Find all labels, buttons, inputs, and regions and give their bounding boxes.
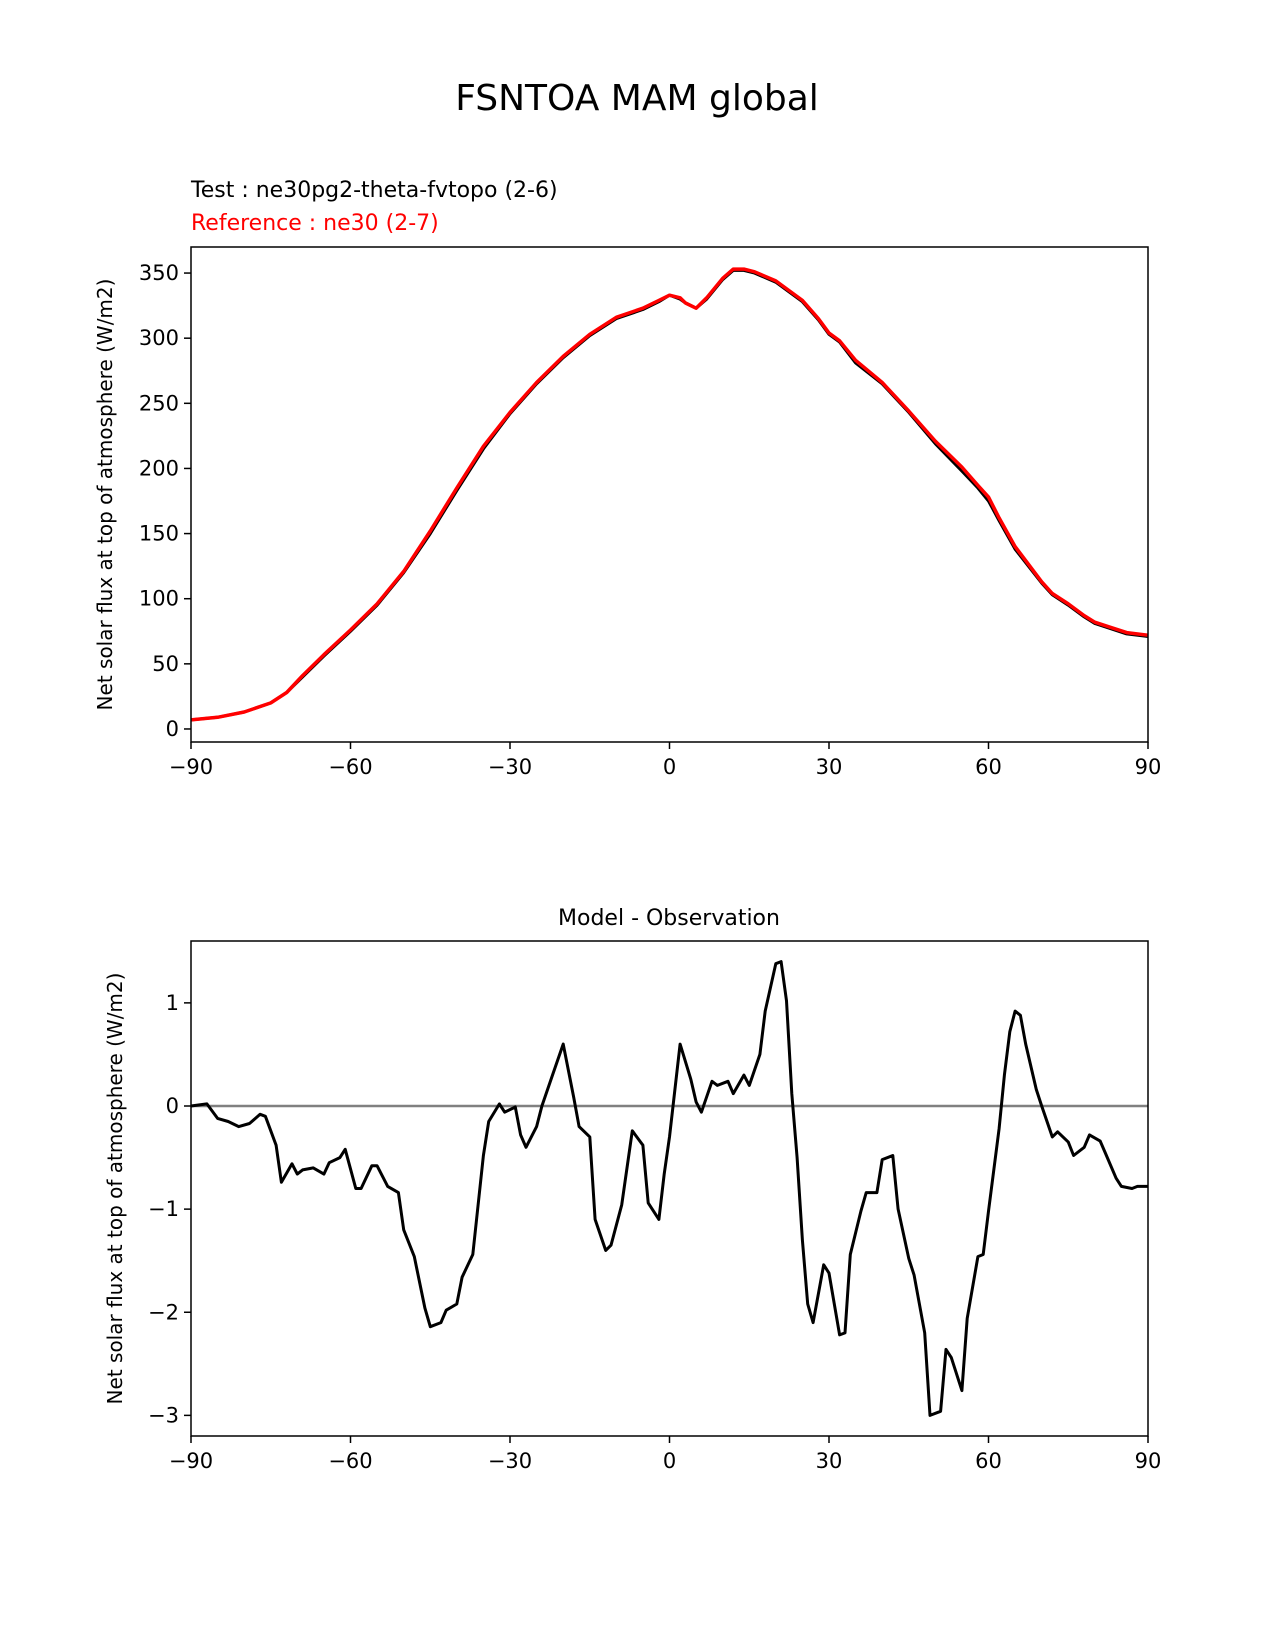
series-line-test	[190, 268, 1149, 722]
x-tick-label: −90	[169, 755, 213, 779]
y-tick-label: 300	[139, 326, 179, 350]
x-tick-label: 90	[1135, 1449, 1162, 1473]
y-tick-label: 1	[166, 991, 179, 1015]
axes-frame	[190, 246, 1149, 743]
y-tick-label: 200	[139, 456, 179, 480]
x-tick-label: −60	[328, 755, 372, 779]
top-chart: Test : ne30pg2-theta-fvtopo (2-6) Refere…	[93, 178, 1161, 779]
series-line-model-observation	[190, 960, 1148, 1417]
y-tick-label: −1	[148, 1197, 179, 1221]
bottom-plot-area: −90 −60 −30 0 30 60 90 −3 −2 −1 0 1 Net solar flux a…	[103, 940, 1162, 1473]
y-tick-label: −3	[148, 1403, 179, 1427]
x-tick-label: 30	[816, 1449, 843, 1473]
y-tick-label: 0	[166, 1094, 179, 1118]
x-tick-label: 30	[816, 755, 843, 779]
y-tick-label: −2	[148, 1300, 179, 1324]
y-tick-label: 50	[152, 652, 179, 676]
y-tick-label: 0	[166, 717, 179, 741]
figure-title: FSNTOA MAM global	[455, 78, 819, 119]
y-tick-label: 250	[139, 391, 179, 415]
bottom-chart-title: Model - Observation	[558, 906, 780, 931]
y-axis-label: Net solar flux at top of atmosphere (W/m…	[103, 973, 127, 1405]
top-plot-area: −90 −60 −30 0 30 60 90 0 50 100 150 200 250 300 350 Net…	[93, 246, 1162, 779]
x-tick-label: −30	[488, 755, 532, 779]
x-tick-label: −60	[328, 1449, 372, 1473]
x-tick-label: −90	[169, 1449, 213, 1473]
x-tick-label: 0	[663, 1449, 676, 1473]
y-tick-label: 350	[139, 261, 179, 285]
y-axis-label: Net solar flux at top of atmosphere (W/m…	[93, 279, 117, 711]
x-tick-label: 90	[1135, 755, 1162, 779]
test-label: Test : ne30pg2-theta-fvtopo (2-6)	[190, 178, 558, 203]
x-tick-label: −30	[488, 1449, 532, 1473]
x-tick-label: 60	[975, 755, 1002, 779]
bottom-chart: Model - Observation −90 −60 −30 0 30 60 90 −3 −2…	[103, 906, 1161, 1473]
x-tick-label: 0	[663, 755, 676, 779]
y-tick-label: 100	[139, 587, 179, 611]
y-tick-label: 150	[139, 522, 179, 546]
axes-frame	[190, 940, 1149, 1437]
reference-label: Reference : ne30 (2-7)	[191, 211, 439, 236]
series-line-reference	[190, 267, 1149, 722]
x-tick-label: 60	[975, 1449, 1002, 1473]
